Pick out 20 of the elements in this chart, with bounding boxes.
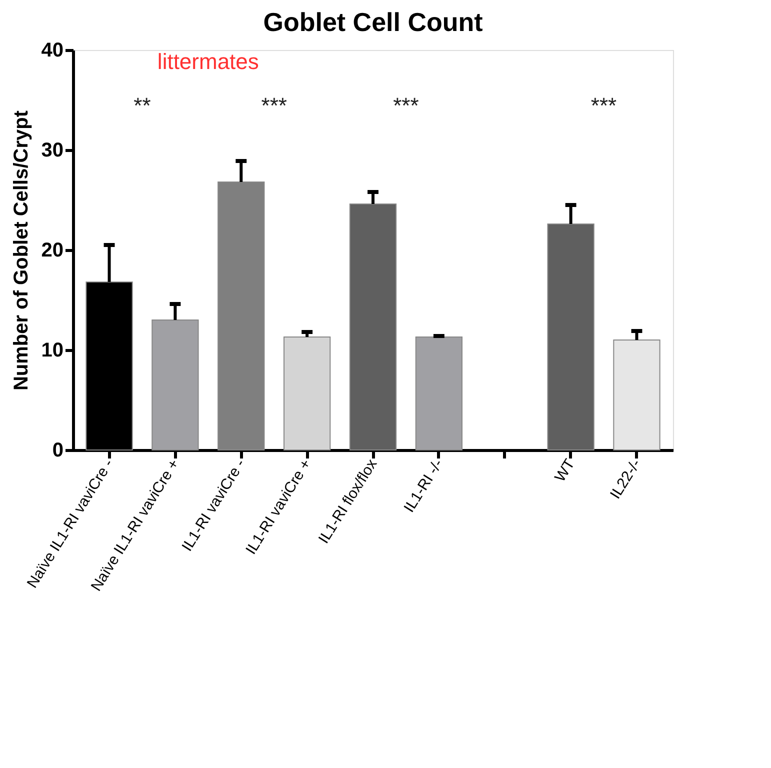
bar bbox=[152, 320, 199, 450]
annotation: *** bbox=[590, 93, 618, 118]
y-tick-label: 20 bbox=[41, 240, 64, 262]
x-tick-label: WT bbox=[552, 456, 578, 486]
y-tick-label: 10 bbox=[41, 340, 64, 362]
annotation: littermates bbox=[157, 49, 259, 74]
bar bbox=[218, 182, 265, 450]
annotation: ** bbox=[134, 93, 152, 118]
y-tick-label: 0 bbox=[52, 440, 64, 462]
y-tick-label: 40 bbox=[41, 40, 64, 62]
bar bbox=[415, 336, 463, 450]
bar bbox=[613, 340, 660, 450]
bar bbox=[547, 224, 594, 450]
chart-title: Goblet Cell Count bbox=[263, 7, 484, 37]
bar bbox=[283, 336, 331, 450]
annotation: *** bbox=[261, 93, 288, 118]
bar bbox=[349, 204, 397, 450]
annotation: *** bbox=[393, 93, 420, 118]
y-axis-title: Number of Goblet Cells/Crypt bbox=[10, 110, 32, 391]
y-tick-label: 30 bbox=[41, 140, 64, 162]
